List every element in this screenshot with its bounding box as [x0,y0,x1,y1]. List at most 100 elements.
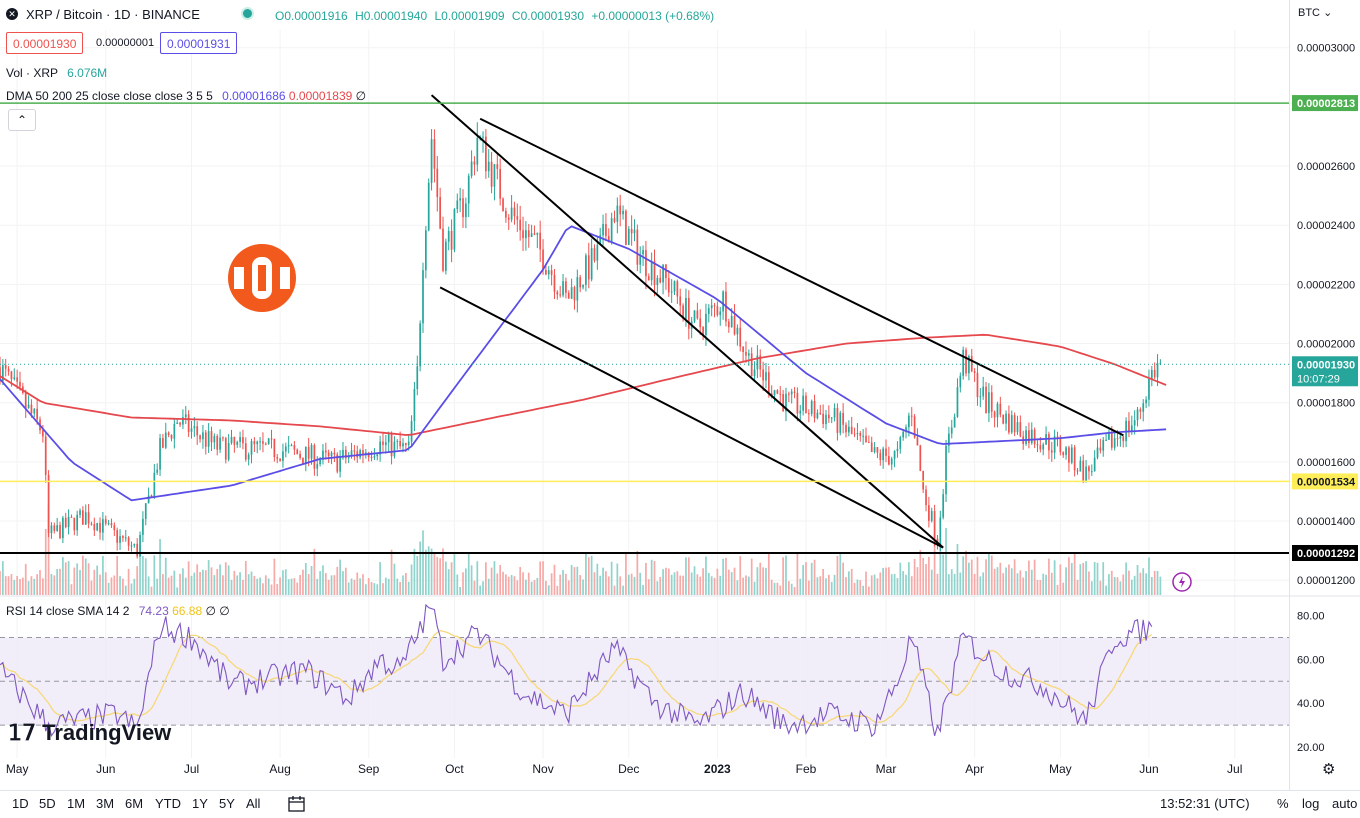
price-line-label-box [1292,95,1358,112]
range-button-1y[interactable]: 1Y [192,796,208,811]
candle-body [710,305,713,309]
price-tick-label: 0.00002200 [1297,279,1355,291]
candle-body [665,264,667,279]
volume-bar [1016,573,1019,595]
candle-body [284,446,287,452]
candle-body [79,510,81,515]
auto-scale-button[interactable]: auto [1332,796,1358,811]
time-tick-label: Mar [876,762,897,776]
tradingview-logo[interactable]: 𝟣𝟩 TradingView [8,720,171,746]
candle-body [847,426,850,433]
candle-body [988,392,990,413]
volume-bar [905,574,907,595]
volume-bar [139,545,141,595]
collapse-legend-button[interactable]: ⌃ [8,109,36,131]
volume-bar [953,573,956,595]
candle-body [1139,409,1142,412]
candle-body [67,516,70,528]
volume-bar [633,577,636,595]
range-button-ytd[interactable]: YTD [155,796,181,811]
range-button-all[interactable]: All [246,796,261,811]
volume-bar [842,562,844,595]
volume-bar [1119,581,1122,595]
range-button-1m[interactable]: 1M [67,796,86,811]
candle-body [27,404,30,409]
volume-bar [719,575,722,595]
volume-bar [364,584,367,595]
volume-bar [339,559,341,595]
volume-bar [716,568,719,595]
volume-bar [467,553,470,595]
candle-body [905,427,907,432]
candle-body [459,198,462,201]
calendar-icon[interactable] [287,795,307,813]
candle-body [1110,433,1113,448]
rsi-legend[interactable]: RSI 14 close SMA 14 2 74.23 66.88 ∅ ∅ [6,604,230,618]
volume-bar [27,581,30,595]
gear-icon[interactable]: ⚙ [1322,761,1336,778]
channel-trendline[interactable] [430,94,944,549]
volume-bar [353,579,356,595]
volume-bar [973,573,976,595]
range-button-5d[interactable]: 5D [39,796,56,811]
dma-value-long: 0.00001839 [288,89,353,103]
symbol-title[interactable]: XRP / Bitcoin · 1D · BINANCE [26,7,200,22]
range-button-6m[interactable]: 6M [125,796,144,811]
volume-bar [124,585,127,595]
volume-bar [362,574,364,595]
candle-body [633,229,636,234]
candle-body [250,441,253,455]
volume-bar [687,557,690,595]
volume-bar [413,548,416,595]
volume-bar [1090,581,1093,595]
sell-button[interactable]: 0.00001930 [6,32,84,54]
lightning-icon[interactable] [1171,571,1193,593]
log-scale-button[interactable]: log [1302,796,1320,811]
range-button-1d[interactable]: 1D [12,796,29,811]
volume-bar [290,578,293,595]
channel-trendline[interactable] [479,117,1124,437]
buy-button[interactable]: 0.00001931 [160,32,238,54]
candle-body [842,412,844,425]
channel-trendline[interactable] [439,286,944,549]
volume-bar [204,570,207,595]
volume-bar [304,562,307,595]
candle-body [1068,447,1070,463]
volume-bar [0,571,1,595]
candle-body [210,431,213,443]
volume-bar [299,575,301,595]
volume-bar [107,582,110,595]
volume-bar [419,541,421,595]
candle-body [896,448,899,452]
range-button-5y[interactable]: 5Y [219,796,235,811]
volume-bar [856,579,859,595]
range-button-3m[interactable]: 3M [96,796,115,811]
volume-bar [799,578,802,595]
volume-bar [993,568,996,595]
dma-legend[interactable]: DMA 50 200 25 close close close 3 5 5 0.… [6,89,366,103]
candle-body [982,386,985,397]
price-tick-label: 0.00002000 [1297,339,1355,351]
time-tick-label: Jul [1227,762,1242,776]
candle-body [124,537,127,539]
candle-body [319,459,321,465]
volume-bar [36,574,39,595]
volume-bar [276,583,279,595]
bottom-toolbar: 1D 5D 1M 3M 6M YTD 1Y 5Y All 13:52:31 (UTC) % lo… [0,790,1360,818]
candle-body [822,413,824,424]
volume-bar [710,576,713,595]
volume-legend[interactable]: Vol · XRP 6.076M [6,66,107,80]
candle-body [93,523,96,531]
percent-scale-button[interactable]: % [1277,796,1289,811]
timezone-button[interactable]: 13:52:31 (UTC) [1160,796,1250,811]
currency-selector[interactable]: BTC ⌄ [1298,6,1332,19]
candle-body [685,298,687,319]
candle-body [539,232,542,250]
volume-bar [1076,579,1079,595]
candle-body [547,270,550,275]
volume-bar [636,550,639,595]
volume-bar [656,581,659,595]
candle-body [953,416,956,428]
